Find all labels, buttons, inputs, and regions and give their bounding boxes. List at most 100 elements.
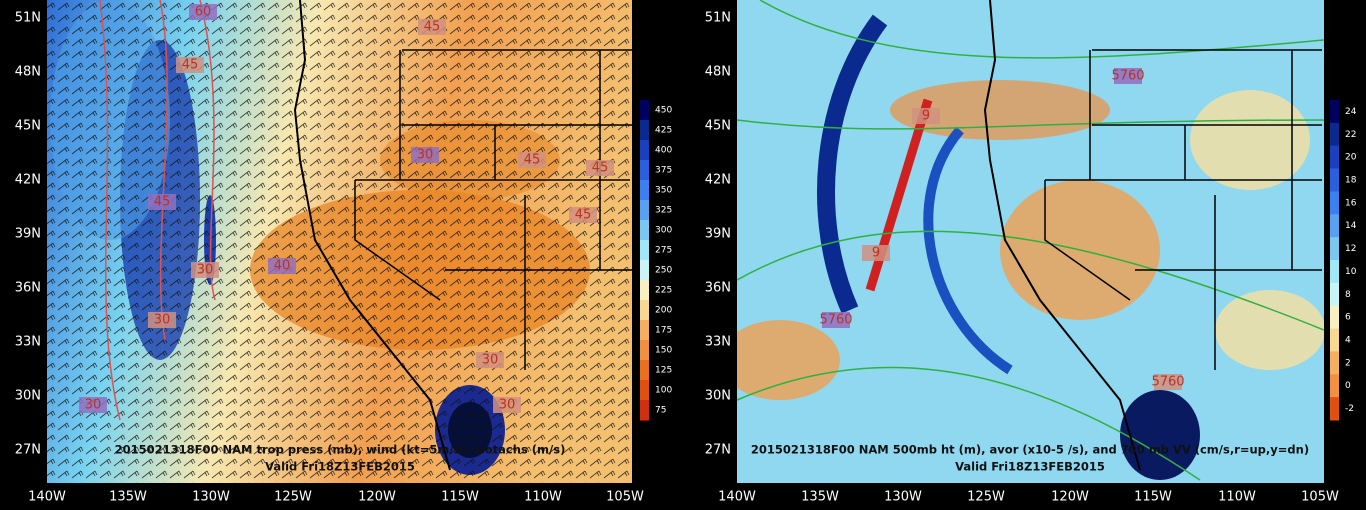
colorbar-label: 75 xyxy=(655,406,666,416)
colorbar-label: 24 xyxy=(1345,107,1357,117)
colorbar-swatch xyxy=(640,180,649,201)
left-map xyxy=(47,0,632,483)
colorbar-swatch xyxy=(640,140,649,161)
lon-label: 140W xyxy=(718,490,756,505)
contour-label: 5760 xyxy=(1111,69,1144,84)
caption: 2015021318F00 NAM trop press (mb), wind … xyxy=(115,443,566,457)
contour-label-box xyxy=(586,160,614,176)
contour-label-box xyxy=(418,19,446,35)
colorbar-swatch xyxy=(1330,305,1339,330)
colorbar-swatch xyxy=(640,160,649,181)
colorbar-label: 200 xyxy=(655,306,672,316)
contour-label-box xyxy=(862,245,890,261)
lon-label: 110W xyxy=(1218,490,1256,505)
contour-label-box xyxy=(493,397,521,413)
colorbar-swatch xyxy=(1330,351,1339,375)
lat-label: 51N xyxy=(15,11,41,26)
contour-label: 45 xyxy=(592,161,609,176)
colorbar-swatch xyxy=(640,260,649,281)
valid-time: Valid Fri18Z13FEB2015 xyxy=(265,460,415,474)
colorbar-label: 8 xyxy=(1345,290,1351,300)
contour-label: 30 xyxy=(417,148,434,163)
colorbar-swatch xyxy=(1330,328,1339,352)
colorbar-label: 175 xyxy=(655,326,672,336)
lat-label: 39N xyxy=(705,227,731,242)
colorbar-swatch xyxy=(1330,397,1339,421)
contour-label-box xyxy=(569,207,597,223)
lat-label: 42N xyxy=(705,173,731,188)
lat-label: 27N xyxy=(15,443,41,458)
colorbar-swatch xyxy=(1330,214,1339,238)
colorbar-swatch xyxy=(640,300,649,321)
contour-label-box xyxy=(476,352,504,368)
lat-label: 45N xyxy=(705,119,731,134)
lat-label: 30N xyxy=(15,389,41,404)
colorbar-swatch xyxy=(1330,374,1339,398)
colorbar-swatch xyxy=(1330,122,1339,147)
contour-label: 5760 xyxy=(819,313,852,328)
lat-label: 48N xyxy=(705,65,731,80)
colorbar-swatch xyxy=(1330,168,1339,192)
contour-label-box xyxy=(822,312,850,328)
contour-label-box xyxy=(148,194,176,210)
colorbar-swatch xyxy=(1330,145,1339,170)
lat-label: 42N xyxy=(15,173,41,188)
colorbar-swatch xyxy=(640,400,649,421)
lon-label: 120W xyxy=(358,490,396,505)
colorbar-label: 100 xyxy=(655,386,672,396)
colorbar-swatch xyxy=(1330,100,1339,124)
contour-label: 30 xyxy=(499,398,516,413)
colorbar-label: 450 xyxy=(655,106,672,116)
lat-label: 33N xyxy=(705,335,731,350)
colorbar-label: 12 xyxy=(1345,244,1356,254)
contour-label-box xyxy=(1154,374,1182,390)
lon-label: 115W xyxy=(441,490,479,505)
contour-label: 45 xyxy=(182,58,199,73)
contour-label-box xyxy=(148,312,176,328)
colorbar-label: 225 xyxy=(655,286,672,296)
contour-label: 45 xyxy=(524,153,541,168)
lon-label: 125W xyxy=(967,490,1005,505)
colorbar-swatch xyxy=(640,100,649,121)
contour-label: 30 xyxy=(85,398,102,413)
colorbar-swatch xyxy=(1330,282,1339,307)
contour-label: 30 xyxy=(154,313,171,328)
colorbar-label: 400 xyxy=(655,146,672,156)
colorbar-label: 250 xyxy=(655,266,672,276)
colorbar-swatch xyxy=(640,340,649,361)
colorbar-label: 2 xyxy=(1345,358,1351,368)
lat-label: 51N xyxy=(705,11,731,26)
colorbar-label: 0 xyxy=(1345,381,1351,391)
colorbar-label: 325 xyxy=(655,206,672,216)
lon-label: 130W xyxy=(884,490,922,505)
colorbar-label: 14 xyxy=(1345,221,1357,231)
colorbar-label: 6 xyxy=(1345,313,1351,323)
contour-label-box xyxy=(79,397,107,413)
lat-label: 48N xyxy=(15,65,41,80)
colorbar-swatch xyxy=(640,200,649,221)
lat-label: 36N xyxy=(15,281,41,296)
colorbar-swatch xyxy=(1330,191,1339,215)
contour-label-box xyxy=(189,4,217,20)
colorbar-label: 22 xyxy=(1345,130,1356,140)
colorbar-label: 10 xyxy=(1345,267,1357,277)
lon-label: 110W xyxy=(524,490,562,505)
colorbar-swatch xyxy=(640,280,649,301)
colorbar-swatch xyxy=(1330,237,1339,261)
colorbar-label: 425 xyxy=(655,126,672,136)
colorbar-label: 20 xyxy=(1345,153,1357,163)
contour-label: 9 xyxy=(872,246,880,261)
lon-label: 130W xyxy=(192,490,230,505)
colorbar-label: 125 xyxy=(655,366,672,376)
right-map xyxy=(737,0,1324,483)
colorbar-swatch xyxy=(1330,260,1339,284)
lon-label: 115W xyxy=(1134,490,1172,505)
contour-label: 30 xyxy=(482,353,499,368)
lon-label: 135W xyxy=(801,490,839,505)
lon-label: 105W xyxy=(1301,490,1339,505)
lat-label: 27N xyxy=(705,443,731,458)
colorbar-label: 18 xyxy=(1345,176,1357,186)
colorbar-label: 375 xyxy=(655,166,672,176)
left-colorbar: 450 425 400 375 350 325 300 275 250 225 200 175 150 1… xyxy=(640,100,672,421)
